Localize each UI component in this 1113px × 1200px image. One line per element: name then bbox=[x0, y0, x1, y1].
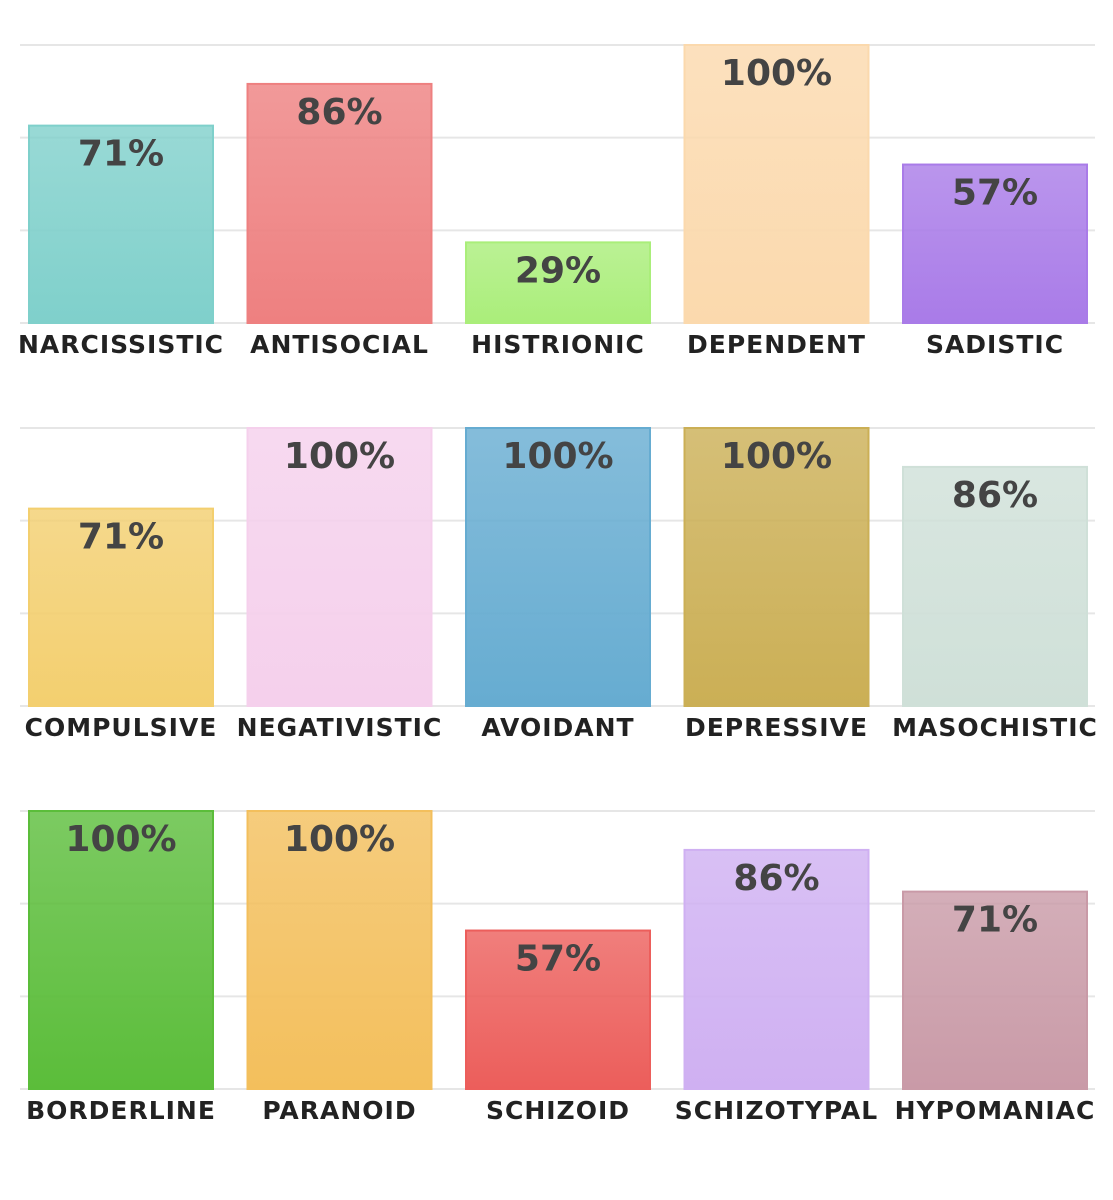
bar bbox=[902, 890, 1088, 1090]
value-label: 29% bbox=[515, 250, 601, 291]
value-label: 100% bbox=[284, 819, 395, 860]
value-label: 86% bbox=[296, 92, 382, 133]
value-label: 100% bbox=[284, 436, 395, 477]
category-label: HYPOMANIAC bbox=[895, 1096, 1096, 1125]
value-label: 100% bbox=[721, 436, 832, 477]
bar bbox=[28, 810, 214, 1090]
value-label: 71% bbox=[78, 134, 164, 175]
bar bbox=[902, 163, 1088, 324]
category-label: AVOIDANT bbox=[481, 713, 634, 742]
value-label: 86% bbox=[733, 858, 819, 899]
category-label: SCHIZOID bbox=[486, 1096, 630, 1125]
bar bbox=[465, 427, 651, 707]
bar bbox=[28, 507, 214, 707]
bar bbox=[902, 465, 1088, 708]
value-label: 100% bbox=[721, 53, 832, 94]
category-label: DEPENDENT bbox=[687, 330, 866, 359]
value-label: 100% bbox=[65, 819, 176, 860]
value-label: 100% bbox=[502, 436, 613, 477]
category-label: PARANOID bbox=[262, 1096, 416, 1125]
category-label: DEPRESSIVE bbox=[685, 713, 868, 742]
value-label: 86% bbox=[952, 475, 1038, 516]
value-label: 71% bbox=[952, 900, 1038, 941]
bar bbox=[246, 427, 433, 707]
bar bbox=[246, 810, 433, 1090]
bar bbox=[28, 124, 214, 325]
value-label: 57% bbox=[515, 939, 601, 980]
bar bbox=[683, 848, 870, 1090]
category-label: NARCISSISTIC bbox=[18, 330, 224, 359]
category-label: SADISTIC bbox=[926, 330, 1064, 359]
category-label: ANTISOCIAL bbox=[250, 330, 429, 359]
category-label: MASOCHISTIC bbox=[892, 713, 1098, 742]
category-label: NEGATIVISTIC bbox=[237, 713, 443, 742]
bar bbox=[465, 241, 651, 325]
value-label: 71% bbox=[78, 517, 164, 558]
category-label: BORDERLINE bbox=[26, 1096, 216, 1125]
bar bbox=[246, 82, 433, 324]
category-label: COMPULSIVE bbox=[25, 713, 218, 742]
bar bbox=[683, 427, 870, 707]
value-label: 57% bbox=[952, 173, 1038, 214]
category-label: HISTRIONIC bbox=[471, 330, 645, 359]
bar bbox=[683, 44, 870, 324]
bar bbox=[465, 929, 651, 1090]
category-label: SCHIZOTYPAL bbox=[675, 1096, 878, 1125]
